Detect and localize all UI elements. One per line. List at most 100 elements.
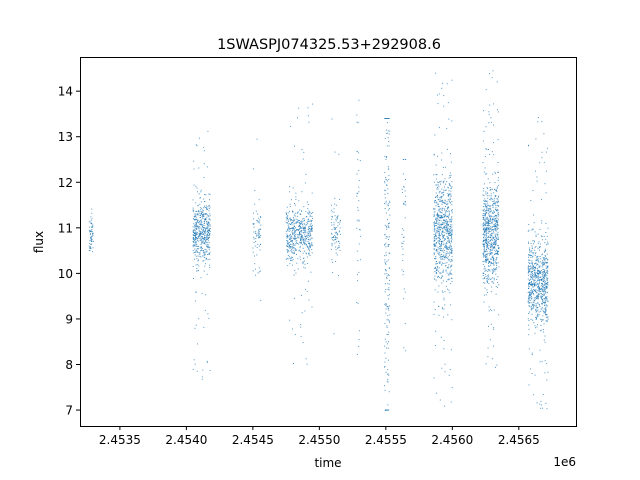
data-point [305,288,306,290]
data-point [302,232,304,234]
data-point [287,249,289,251]
data-point [539,282,540,284]
data-point [496,215,498,217]
data-point [206,273,208,275]
data-point [490,246,492,248]
data-point [486,258,488,260]
data-point [259,219,261,221]
data-point [488,306,490,308]
data-point [333,211,335,213]
data-point [447,225,449,227]
data-point [542,329,544,330]
data-point [488,230,490,232]
data-point [546,283,547,284]
data-point [545,296,547,298]
data-point [541,297,542,299]
data-point [202,239,204,241]
data-point [306,224,308,226]
data-point [295,249,297,251]
data-point [529,273,531,275]
data-point [438,267,440,269]
data-point [198,212,200,214]
data-point [307,228,309,230]
data-point [200,236,202,238]
data-point [287,258,289,260]
data-point [90,216,92,218]
data-point [287,265,289,267]
data-point [544,273,546,275]
data-point [528,144,529,146]
data-point [450,246,452,248]
data-point [292,238,294,240]
data-point [385,262,386,264]
data-point [192,237,194,239]
data-point [537,302,539,304]
data-point [199,203,201,205]
data-point [493,309,495,311]
data-point [485,363,487,365]
data-point [198,236,200,238]
data-point [401,269,403,271]
data-point [535,138,537,140]
data-point [528,241,529,243]
data-point [201,241,203,243]
data-point [386,145,388,147]
data-point [495,252,497,254]
data-point [299,230,301,232]
data-point [439,252,441,254]
data-point [387,224,389,226]
data-point [331,216,333,217]
data-point [308,253,310,255]
data-point [529,268,531,270]
data-point [533,273,535,275]
data-point [540,291,541,292]
data-point [532,266,534,268]
data-point [446,246,448,248]
data-point [358,271,360,273]
data-point [292,232,294,234]
data-point [484,261,486,263]
data-point [530,280,532,282]
data-point [336,233,338,234]
data-point [538,304,540,306]
data-point [442,202,444,204]
data-point [194,215,196,217]
data-point [445,233,447,234]
data-point [441,215,443,217]
data-point [203,150,205,152]
data-point [437,276,438,278]
data-point [202,210,204,212]
data-point [440,212,442,214]
data-point [494,229,496,231]
data-point [444,256,445,258]
data-point [433,212,435,214]
data-point [196,249,198,251]
data-point [309,245,311,247]
data-point [200,233,202,235]
data-point [494,234,496,236]
data-point [438,242,440,244]
data-point [546,314,548,315]
data-point [543,262,545,264]
data-point [292,230,294,231]
data-point [257,221,259,223]
data-point [451,204,453,206]
data-point [449,219,450,221]
data-point [444,304,446,306]
data-point [496,224,498,226]
data-point [196,251,198,253]
data-point [542,300,544,302]
data-point [309,243,311,245]
data-point [305,252,307,254]
data-point [201,216,203,218]
data-point [330,248,332,250]
data-point [359,330,361,332]
data-point [91,229,93,230]
data-point [358,170,360,172]
data-point [294,227,296,229]
data-point [494,236,496,237]
data-point [291,221,293,223]
data-point [544,275,546,277]
data-point [302,247,304,249]
data-point [529,247,531,249]
